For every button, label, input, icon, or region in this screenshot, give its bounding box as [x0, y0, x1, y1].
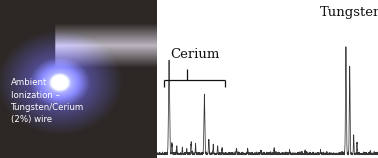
- Text: Ambient
Ionization –
Tungsten/Cerium
(2%) wire: Ambient Ionization – Tungsten/Cerium (2%…: [11, 78, 84, 124]
- Text: Tungsten: Tungsten: [320, 6, 378, 19]
- Text: Cerium: Cerium: [170, 48, 219, 61]
